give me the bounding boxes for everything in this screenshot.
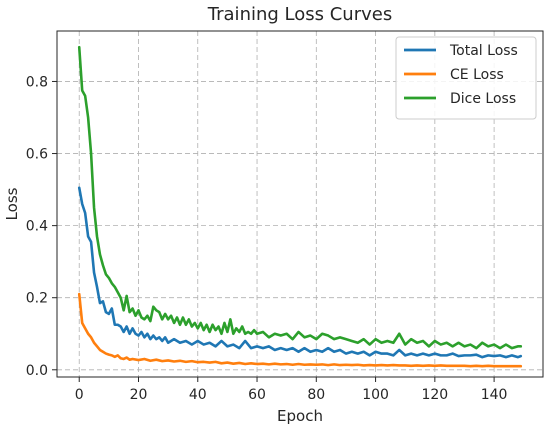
chart-title: Training Loss Curves (207, 4, 392, 25)
y-tick-label: 0.0 (26, 363, 48, 379)
y-tick-label: 0.8 (26, 74, 48, 90)
x-tick-label: 0 (75, 387, 84, 403)
x-tick-label: 80 (307, 387, 325, 403)
x-axis-label: Epoch (277, 407, 323, 425)
series-line-total-loss (77, 186, 523, 359)
x-tick-label: 140 (481, 387, 508, 403)
legend-label: Total Loss (449, 43, 518, 59)
legend-label: CE Loss (450, 67, 504, 83)
legend: Total Loss CE Loss Dice Loss (395, 36, 537, 120)
x-tick-label: 100 (362, 387, 389, 403)
x-tick-label: 120 (421, 387, 448, 403)
legend-label: Dice Loss (450, 91, 516, 107)
y-tick-label: 0.4 (26, 219, 48, 235)
x-tick-label: 20 (130, 387, 148, 403)
x-tick-label: 40 (189, 387, 207, 403)
series-line-ce-loss (77, 292, 523, 368)
plot-frame (56, 30, 544, 378)
ticks: 0 20 40 60 80 100 120 140 0.0 0.2 0.4 0.6 0.8 (26, 74, 508, 403)
series-layer (77, 45, 523, 368)
x-tick-label: 60 (248, 387, 266, 403)
y-tick-label: 0.2 (26, 291, 48, 307)
y-axis-label: Loss (3, 187, 21, 220)
y-tick-label: 0.6 (26, 147, 48, 163)
series-line-dice-loss (77, 45, 523, 350)
